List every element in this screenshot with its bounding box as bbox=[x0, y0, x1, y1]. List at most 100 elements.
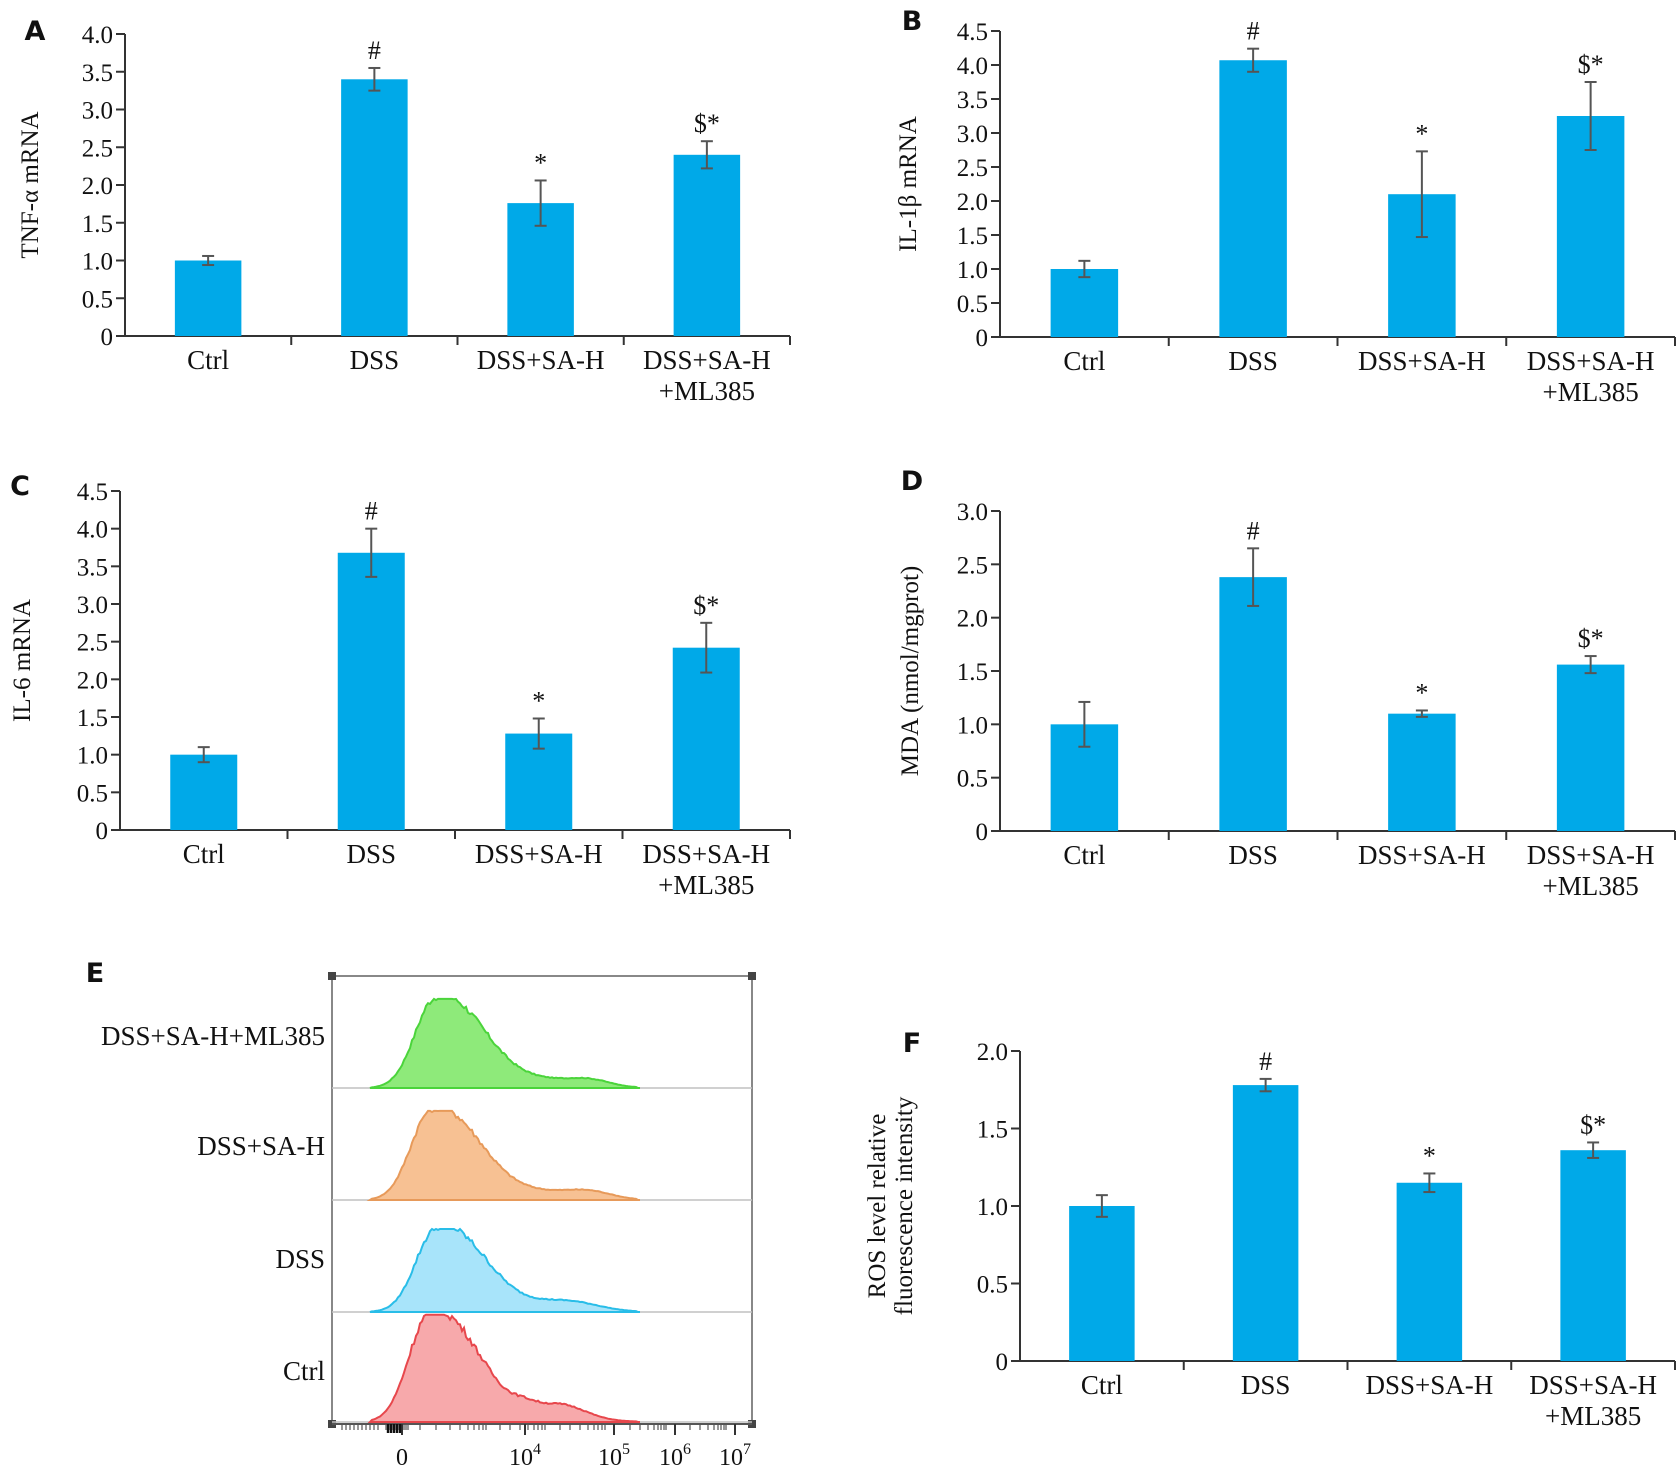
x-tick-label: +ML385 bbox=[1545, 1401, 1641, 1431]
y-tick-label: 3.5 bbox=[82, 60, 113, 87]
y-tick-label: 4.0 bbox=[957, 53, 988, 80]
bar bbox=[170, 754, 238, 830]
frame-corner bbox=[328, 972, 336, 980]
y-tick-label: 4.5 bbox=[957, 19, 988, 46]
y-tick-label: 0 bbox=[976, 325, 989, 352]
y-tick-label: 1.0 bbox=[977, 1194, 1008, 1221]
bar bbox=[337, 552, 405, 830]
x-tick-label: +ML385 bbox=[658, 870, 754, 900]
panel-label-f: F bbox=[903, 1028, 921, 1059]
x-tick-label: DSS+SA-H bbox=[1365, 1370, 1493, 1400]
bar bbox=[1232, 1085, 1299, 1361]
significance-marker: # bbox=[1259, 1047, 1272, 1076]
y-tick-label: 2.5 bbox=[77, 630, 108, 657]
histogram-curve bbox=[369, 1227, 640, 1313]
x-tick-label-base: 10 bbox=[598, 1445, 622, 1471]
x-tick-label: DSS+SA-H bbox=[1527, 346, 1655, 376]
significance-marker: # bbox=[1247, 17, 1260, 46]
bar bbox=[1396, 1182, 1463, 1361]
y-axis-label: ROS level relativefluorescence intensity bbox=[864, 1096, 918, 1315]
panel-label-b: B bbox=[902, 6, 923, 37]
y-axis-label: IL-6 mRNA bbox=[9, 599, 36, 722]
y-tick-label: 1.0 bbox=[957, 257, 988, 284]
x-tick-label: +ML385 bbox=[1543, 377, 1639, 407]
y-tick-label: 2.0 bbox=[77, 667, 108, 694]
panel-label-a: A bbox=[25, 16, 46, 47]
y-tick-label: 0 bbox=[976, 819, 989, 846]
significance-marker: # bbox=[1247, 516, 1260, 545]
x-tick-label: DSS+SA-H bbox=[643, 345, 771, 375]
bar bbox=[1219, 577, 1287, 831]
histogram-curve bbox=[366, 1109, 640, 1201]
y-axis-label: TNF-α mRNA bbox=[17, 111, 44, 258]
x-tick-label: DSS bbox=[1241, 1370, 1291, 1400]
y-tick-label: 2.5 bbox=[82, 135, 113, 162]
x-tick-label-base: 10 bbox=[509, 1445, 533, 1471]
y-tick-label: 4.5 bbox=[77, 479, 108, 506]
significance-marker: $* bbox=[1578, 624, 1604, 653]
bar bbox=[673, 154, 741, 336]
panel-d: D 0 0.5 1.0 1.5 2.0 2.5 3.0 MDA (nmol/mgprot) Ctr… bbox=[897, 466, 1676, 901]
y-tick-label: 2.5 bbox=[957, 155, 988, 182]
x-tick-label: DSS bbox=[1228, 840, 1278, 870]
significance-marker: $* bbox=[1578, 50, 1604, 79]
panel-f: F 0 0.5 1.0 1.5 2.0 ROS level relativefluoresc… bbox=[864, 1028, 1676, 1431]
y-tick-label: 3.0 bbox=[82, 98, 113, 125]
y-tick-label: 3.0 bbox=[957, 499, 988, 526]
x-tick-label: DSS+SA-H bbox=[475, 839, 603, 869]
series-label: DSS+SA-H+ML385 bbox=[101, 1021, 325, 1051]
x-tick-label: DSS bbox=[350, 345, 400, 375]
significance-marker: * bbox=[1415, 119, 1428, 148]
x-tick-label: 106 bbox=[659, 1441, 691, 1471]
x-tick-label: 0 bbox=[396, 1445, 408, 1471]
bar bbox=[174, 260, 242, 336]
bar bbox=[1388, 713, 1456, 831]
bar bbox=[672, 647, 740, 830]
series-label: DSS+SA-H bbox=[197, 1131, 325, 1161]
x-tick-label: Ctrl bbox=[1063, 346, 1105, 376]
y-tick-label: 1.0 bbox=[82, 249, 113, 276]
y-tick-label: 1.5 bbox=[82, 211, 113, 238]
panel-c: C 0 0.5 1.0 1.5 2.0 2.5 3.0 3.5 4.0 4.5 IL-6 mRNA Ct… bbox=[9, 471, 791, 900]
y-tick-label: 3.5 bbox=[77, 554, 108, 581]
significance-marker: * bbox=[1423, 1141, 1436, 1170]
significance-marker: $* bbox=[694, 109, 720, 138]
y-tick-label: 3.5 bbox=[957, 87, 988, 114]
y-tick-label: 0 bbox=[996, 1349, 1009, 1376]
y-tick-label: 3.0 bbox=[77, 592, 108, 619]
y-tick-label: 1.5 bbox=[977, 1117, 1008, 1144]
x-tick-label: DSS bbox=[346, 839, 396, 869]
panel-label-d: D bbox=[901, 466, 923, 497]
x-tick-label-exponent: 6 bbox=[683, 1441, 691, 1458]
bar bbox=[1069, 1206, 1135, 1361]
y-tick-label: 1.5 bbox=[957, 223, 988, 250]
series-label: DSS bbox=[275, 1244, 325, 1274]
y-axis-label: IL-1β mRNA bbox=[895, 116, 922, 252]
significance-marker: * bbox=[1415, 678, 1428, 707]
y-tick-label: 0.5 bbox=[77, 780, 108, 807]
x-tick-label: +ML385 bbox=[1543, 871, 1639, 901]
x-tick-label-exponent: 5 bbox=[622, 1441, 630, 1458]
x-tick-label-base: 10 bbox=[719, 1445, 743, 1471]
x-tick-label-exponent: 7 bbox=[743, 1441, 751, 1458]
y-tick-label: 1.0 bbox=[77, 743, 108, 770]
panel-e: E0 104 105 106 107DSS+SA-H+ML385DSS+SA-HDSSC… bbox=[86, 958, 756, 1471]
panel-label-e: E bbox=[86, 958, 104, 989]
x-tick-label: 105 bbox=[598, 1441, 630, 1471]
x-tick-label: DSS+SA-H bbox=[1529, 1370, 1657, 1400]
frame-corner bbox=[748, 972, 756, 980]
x-tick-label-base: 0 bbox=[396, 1445, 408, 1471]
x-tick-label-base: 10 bbox=[659, 1445, 683, 1471]
histogram-curve bbox=[367, 1313, 640, 1423]
x-tick-label: Ctrl bbox=[187, 345, 229, 375]
panel-b: B 0 0.5 1.0 1.5 2.0 2.5 3.0 3.5 4.0 4.5 IL-1β mRNA C… bbox=[895, 6, 1676, 407]
significance-marker: $* bbox=[1580, 1110, 1606, 1139]
significance-marker: * bbox=[534, 148, 547, 177]
y-axis-label-line: fluorescence intensity bbox=[891, 1096, 918, 1315]
y-tick-label: 1.5 bbox=[77, 705, 108, 732]
y-tick-label: 0 bbox=[101, 324, 114, 351]
significance-marker: $* bbox=[693, 591, 719, 620]
y-tick-label: 3.0 bbox=[957, 121, 988, 148]
histogram-curve bbox=[369, 997, 640, 1089]
